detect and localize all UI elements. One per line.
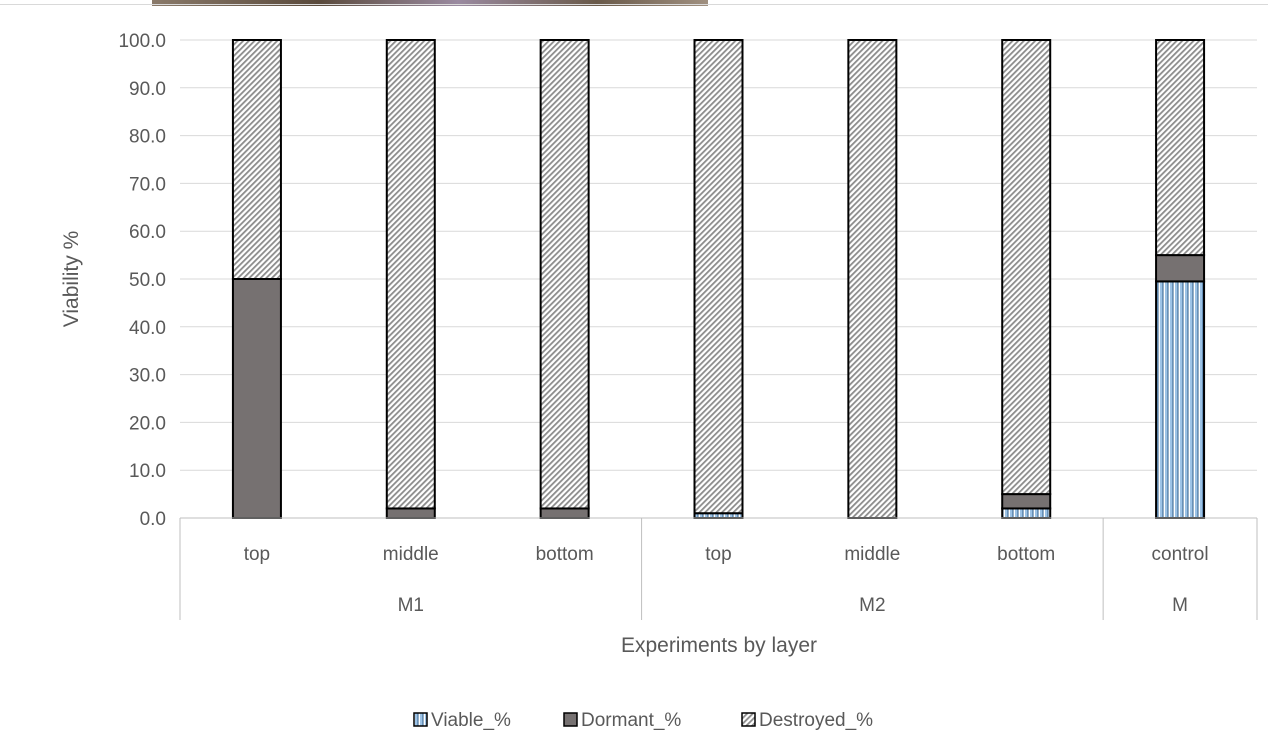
legend-label: Viable_% [431,710,511,731]
bar-segment-destroyed [1001,39,1052,496]
bar-segment-destroyed [847,39,898,519]
chart-frame [0,4,1268,756]
bar-segment-destroyed [1155,39,1206,257]
y-tick-label: 40.0 [129,318,166,339]
x-category-label: bottom [536,544,594,565]
bar-segment-destroyed [231,39,282,280]
legend-label: Dormant_% [581,710,681,731]
y-tick-label: 10.0 [129,461,166,482]
bar-segment-dormant [1155,254,1206,283]
bar-segment-destroyed [385,39,436,510]
bar-segment-destroyed [693,39,744,515]
x-category-label: bottom [997,544,1055,565]
x-group-label: M2 [859,595,885,616]
bar-segment-dormant [385,507,436,520]
x-group-label: M [1172,595,1188,616]
y-tick-label: 100.0 [118,31,166,52]
y-tick-label: 80.0 [129,127,166,148]
photo-edge [152,0,708,6]
bar-segment-dormant [539,507,590,520]
y-tick-label: 70.0 [129,174,166,195]
bar-segment-dormant [231,278,282,519]
x-category-label: control [1152,544,1209,565]
x-category-label: top [705,544,731,565]
x-axis-label: Experiments by layer [621,634,817,657]
y-tick-label: 50.0 [129,270,166,291]
y-tick-label: 0.0 [140,509,166,530]
y-tick-label: 90.0 [129,79,166,100]
y-tick-label: 20.0 [129,413,166,434]
bar-segment-dormant [1001,493,1052,510]
legend-swatch [563,712,578,727]
legend-label: Destroyed_% [759,710,873,731]
y-tick-label: 30.0 [129,366,166,387]
bar-segment-viable [1155,280,1206,520]
x-category-label: middle [383,544,439,565]
legend-swatch [413,712,428,727]
bar-segment-viable [1001,507,1052,520]
x-category-label: middle [844,544,900,565]
y-tick-label: 60.0 [129,222,166,243]
bar-segment-destroyed [539,39,590,510]
legend-swatch [741,712,756,727]
legend: Viable_% Dormant_% Destroyed_% [413,710,873,731]
x-category-label: top [244,544,270,565]
y-axis-label: Viability % [60,231,83,328]
x-group-label: M1 [398,595,424,616]
